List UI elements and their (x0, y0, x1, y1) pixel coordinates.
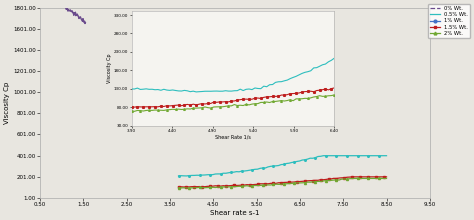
X-axis label: Shear rate s-1: Shear rate s-1 (210, 210, 260, 216)
Legend: 0% Wt., 0.5% Wt., 1% Wt., 1.5% Wt., 2% Wt.: 0% Wt., 0.5% Wt., 1% Wt., 1.5% Wt., 2% W… (428, 4, 470, 38)
Y-axis label: Viscosity Cp: Viscosity Cp (4, 82, 10, 124)
